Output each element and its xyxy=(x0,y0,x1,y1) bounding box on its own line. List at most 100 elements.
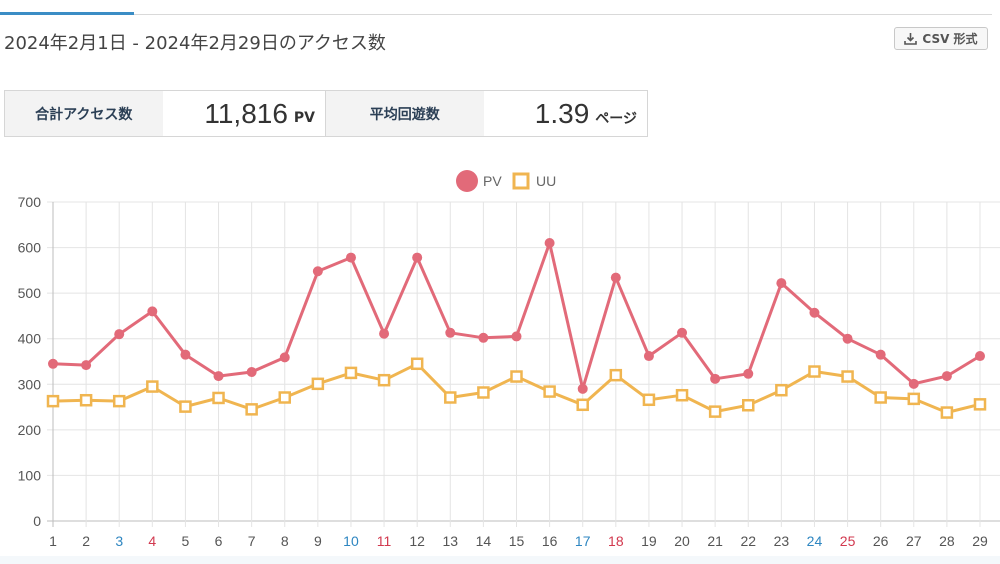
x-tick-label: 4 xyxy=(148,533,156,549)
pv-point xyxy=(246,366,257,377)
x-tick-label: 29 xyxy=(972,533,988,549)
uu-point xyxy=(112,394,126,408)
x-tick-label: 7 xyxy=(248,533,256,549)
pv-point xyxy=(743,368,754,379)
uu-point xyxy=(212,391,225,405)
x-tick-label: 15 xyxy=(509,533,525,549)
uu-point xyxy=(675,388,689,402)
avg-pages-value-cell: 1.39 ページ xyxy=(484,91,648,136)
y-tick-label: 600 xyxy=(18,240,42,256)
page-bottom-strip xyxy=(0,556,1000,564)
avg-pages-value: 1.39 xyxy=(534,97,590,129)
uu-point xyxy=(775,383,788,397)
x-tick-label: 2 xyxy=(82,533,90,549)
pv-point xyxy=(114,329,125,340)
x-tick-label: 17 xyxy=(575,533,591,549)
pv-point xyxy=(908,378,919,389)
pv-point xyxy=(643,351,654,362)
summary-stats: 合計アクセス数 11,816 PV 平均回遊数 1.39 ページ xyxy=(4,90,648,137)
pv-point xyxy=(842,333,853,344)
x-tick-label: 22 xyxy=(740,533,756,549)
csv-button-label: CSV 形式 xyxy=(922,32,978,46)
tab-bar-divider xyxy=(0,14,992,15)
uu-point xyxy=(377,373,391,387)
uu-point xyxy=(79,393,93,407)
pv-point xyxy=(511,331,522,342)
pv-point xyxy=(610,272,621,283)
y-tick-label: 100 xyxy=(18,467,42,483)
x-tick-label: 26 xyxy=(873,533,889,549)
uu-point xyxy=(940,406,954,419)
x-tick-label: 16 xyxy=(542,533,558,549)
uu-point xyxy=(973,398,987,411)
pv-point xyxy=(48,358,58,369)
pv-point xyxy=(875,349,886,360)
pv-point xyxy=(544,238,555,249)
y-tick-label: 700 xyxy=(18,194,42,210)
x-tick-label: 23 xyxy=(774,533,790,549)
x-tick-label: 9 xyxy=(314,533,322,549)
pv-point xyxy=(809,307,820,318)
x-tick-label: 19 xyxy=(641,533,657,549)
pv-point xyxy=(345,252,356,263)
pv-point xyxy=(710,373,721,384)
x-tick-label: 6 xyxy=(215,533,223,549)
pv-point xyxy=(941,371,952,382)
y-tick-label: 200 xyxy=(18,422,42,438)
x-tick-label: 5 xyxy=(182,533,190,549)
pv-point xyxy=(677,327,688,338)
x-tick-label: 28 xyxy=(939,533,955,549)
uu-point xyxy=(708,405,722,418)
x-tick-label: 8 xyxy=(281,533,289,549)
x-tick-label: 20 xyxy=(674,533,690,549)
legend-pv-marker xyxy=(456,170,478,192)
pv-point xyxy=(379,328,390,339)
x-tick-label: 12 xyxy=(409,533,425,549)
uu-point xyxy=(742,398,755,412)
x-tick-label: 11 xyxy=(377,533,392,549)
pv-point xyxy=(81,360,92,371)
pv-point xyxy=(279,352,290,363)
uu-point xyxy=(874,391,887,404)
x-tick-label: 24 xyxy=(807,533,823,549)
csv-export-button[interactable]: CSV 形式 xyxy=(894,27,988,50)
uu-point xyxy=(311,377,325,391)
uu-point xyxy=(344,366,358,380)
uu-point xyxy=(146,380,159,393)
uu-point xyxy=(410,357,424,371)
legend-uu-label: UU xyxy=(536,173,556,189)
uu-point xyxy=(808,365,821,378)
pv-point xyxy=(478,332,489,343)
uu-point xyxy=(576,398,589,412)
pv-point xyxy=(312,266,323,277)
pv-point xyxy=(180,349,191,360)
y-tick-label: 400 xyxy=(18,331,42,347)
pv-point xyxy=(445,327,456,338)
y-tick-label: 500 xyxy=(18,285,42,301)
uu-point xyxy=(477,386,490,399)
legend-uu-marker xyxy=(512,172,530,190)
uu-point xyxy=(907,392,921,406)
x-tick-label: 25 xyxy=(840,533,856,549)
x-tick-label: 14 xyxy=(476,533,492,549)
download-icon xyxy=(904,33,918,45)
x-tick-label: 21 xyxy=(707,533,723,549)
x-tick-label: 3 xyxy=(115,533,123,549)
uu-point xyxy=(642,393,656,407)
uu-point xyxy=(179,400,192,413)
uu-point xyxy=(543,385,556,398)
uu-point xyxy=(278,391,291,404)
total-access-label: 合計アクセス数 xyxy=(5,91,163,136)
pv-point xyxy=(577,383,588,394)
uu-point xyxy=(245,403,258,416)
x-tick-label: 10 xyxy=(343,533,359,549)
avg-pages-unit: ページ xyxy=(595,110,638,127)
total-access-unit: PV xyxy=(293,109,316,126)
pv-point xyxy=(776,278,787,289)
total-access-value: 11,816 xyxy=(204,97,288,129)
active-tab-indicator[interactable] xyxy=(0,12,134,15)
uu-point xyxy=(609,368,623,382)
uu-point xyxy=(510,370,523,383)
x-tick-label: 1 xyxy=(49,533,57,549)
